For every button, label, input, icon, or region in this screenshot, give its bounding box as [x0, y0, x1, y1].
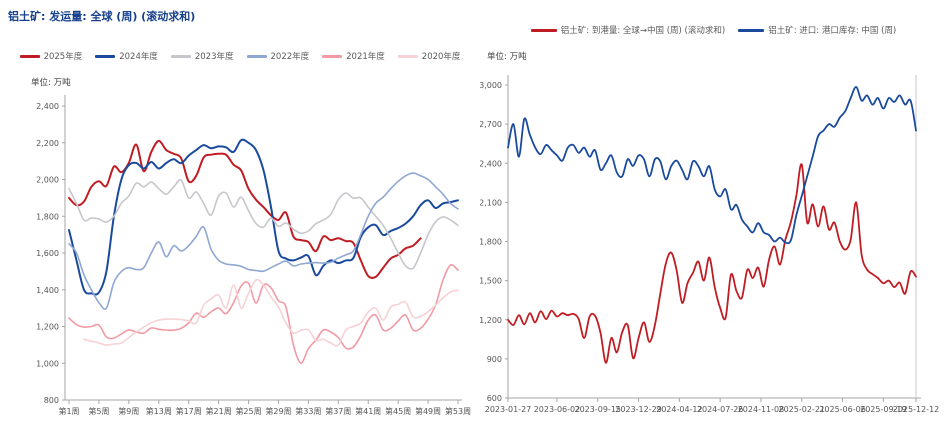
legend-label: 2025年度	[43, 52, 83, 62]
svg-text:第17周: 第17周	[176, 406, 202, 416]
svg-text:1,500: 1,500	[480, 277, 502, 286]
svg-text:2024-11-08: 2024-11-08	[738, 405, 785, 414]
series-line-2023年度	[68, 178, 459, 270]
series-line-2020年度	[83, 278, 459, 347]
svg-text:2024-07-26: 2024-07-26	[697, 405, 744, 414]
svg-text:2023-12-29: 2023-12-29	[615, 405, 662, 414]
svg-text:第9周: 第9周	[118, 406, 139, 416]
right-chart-figure: 铝土矿: 到港量: 全球→中国 (周) (滚动求和) 铝土矿: 进口: 港口库存:…	[480, 0, 947, 429]
svg-text:2,100: 2,100	[480, 198, 502, 207]
left-chart-title: 铝土矿: 发运量: 全球 (周) (滚动求和)	[8, 10, 196, 23]
legend-item-0-1: 2024年度	[95, 50, 158, 62]
svg-text:第45周: 第45周	[385, 406, 411, 416]
right-chart-legend: 铝土矿: 到港量: 全球→中国 (周) (滚动求和) 铝土矿: 进口: 港口库存:…	[480, 24, 947, 36]
svg-text:3,000: 3,000	[480, 81, 502, 90]
legend-item-0-4: 2021年度	[322, 50, 385, 62]
svg-text:2025-02-21: 2025-02-21	[779, 405, 826, 414]
legend-label: 铝土矿: 进口: 港口库存: 中国 (周)	[768, 26, 897, 36]
series-line-2025年度	[68, 139, 422, 279]
legend-swatch-icon	[322, 54, 343, 58]
svg-text:600: 600	[487, 394, 502, 403]
svg-text:第25周: 第25周	[235, 406, 261, 416]
svg-text:2,400: 2,400	[36, 102, 59, 111]
legend-swatch-icon	[170, 54, 191, 58]
svg-text:1,600: 1,600	[36, 249, 59, 258]
svg-text:2025-09-19: 2025-09-19	[860, 405, 907, 414]
legend-label: 2020年度	[421, 52, 461, 62]
svg-text:1,800: 1,800	[480, 238, 502, 247]
svg-text:2023-01-27: 2023-01-27	[485, 405, 532, 414]
svg-text:第41周: 第41周	[355, 406, 381, 416]
legend-swatch-icon	[246, 54, 267, 58]
svg-text:第1周: 第1周	[58, 406, 79, 416]
svg-text:2,400: 2,400	[480, 159, 502, 168]
svg-text:2023-06-02: 2023-06-02	[534, 405, 581, 414]
legend-label: 2022年度	[270, 52, 310, 62]
legend-swatch-icon	[95, 54, 116, 58]
legend-label: 2023年度	[194, 52, 234, 62]
svg-text:2,700: 2,700	[480, 120, 502, 129]
svg-text:第33周: 第33周	[295, 406, 321, 416]
legend-swatch-icon	[397, 54, 418, 58]
left-chart-legend: 2025年度 2024年度 2023年度 2022年度 2021年度 2020年度	[0, 50, 480, 62]
left-chart-figure: 铝土矿: 发运量: 全球 (周) (滚动求和) 2025年度 2024年度 2023…	[0, 10, 480, 416]
legend-item-1-1: 铝土矿: 进口: 港口库存: 中国 (周)	[738, 24, 896, 36]
svg-text:2025-06-06: 2025-06-06	[819, 405, 866, 414]
svg-text:1,200: 1,200	[36, 323, 59, 332]
svg-text:1,200: 1,200	[480, 316, 502, 325]
legend-swatch-icon	[19, 54, 40, 58]
svg-text:第21周: 第21周	[206, 406, 232, 416]
left-chart-unit-label: 单位: 万吨	[31, 78, 71, 88]
series-line-铝土矿: 进口: 港口库存: 中国 (周)	[507, 86, 917, 245]
y-axis-ticks: 800 1,000 1,200 1,400 1,600 1,800 2,000 2,200 2,…	[36, 102, 65, 405]
svg-text:第49周: 第49周	[415, 406, 441, 416]
svg-text:2025-12-12: 2025-12-12	[893, 405, 940, 414]
legend-label: 2021年度	[346, 52, 385, 62]
legend-item-0-3: 2022年度	[246, 50, 310, 62]
legend-swatch-icon	[530, 28, 557, 32]
svg-text:900: 900	[487, 355, 502, 364]
svg-text:1,400: 1,400	[36, 286, 59, 295]
legend-item-0-0: 2025年度	[19, 50, 83, 62]
svg-text:2,200: 2,200	[36, 139, 59, 148]
legend-item-1-0: 铝土矿: 到港量: 全球→中国 (周) (滚动求和)	[530, 24, 726, 36]
axes	[64, 95, 462, 401]
legend-swatch-icon	[738, 28, 765, 32]
svg-text:第5周: 第5周	[88, 406, 109, 416]
svg-text:第37周: 第37周	[325, 406, 351, 416]
right-chart-plot: 600 900 1,200 1,500 1,800 2,100 2,400 2,700 3,00…	[480, 75, 940, 414]
legend-item-0-5: 2020年度	[397, 50, 461, 62]
svg-text:2023-09-15: 2023-09-15	[575, 405, 622, 414]
y-axis-ticks: 600 900 1,200 1,500 1,800 2,100 2,400 2,700 3,00…	[480, 81, 508, 403]
svg-text:800: 800	[44, 396, 59, 405]
series-line-铝土矿: 到港量: 全球→中国 (周) (滚动求和)	[507, 163, 917, 364]
svg-text:第13周: 第13周	[146, 406, 172, 416]
left-chart-plot: 800 1,000 1,200 1,400 1,600 1,800 2,000 2,200 2,…	[36, 95, 471, 416]
legend-label: 2024年度	[119, 52, 158, 62]
x-axis-ticks: 2023-01-27 2023-06-022023-09-152023-12-29…	[485, 398, 940, 414]
legend-label: 铝土矿: 到港量: 全球→中国 (周) (滚动求和)	[560, 26, 726, 36]
right-chart-unit-label: 单位: 万吨	[487, 52, 527, 62]
series-line-2022年度	[68, 172, 459, 310]
legend-item-0-2: 2023年度	[170, 50, 234, 62]
svg-text:1,800: 1,800	[36, 212, 59, 221]
svg-text:第53周: 第53周	[445, 406, 471, 416]
series-line-2021年度	[68, 264, 459, 364]
x-axis-ticks: 第1周 第5周 第9周 第13周 第17周 第21周 第25周 第29周 第33周 第37周 第41…	[58, 400, 471, 416]
svg-text:第29周: 第29周	[265, 406, 291, 416]
svg-text:2,000: 2,000	[36, 176, 59, 185]
svg-text:2024-04-12: 2024-04-12	[656, 405, 703, 414]
svg-text:1,000: 1,000	[36, 359, 59, 368]
series-line-2024年度	[68, 138, 459, 296]
